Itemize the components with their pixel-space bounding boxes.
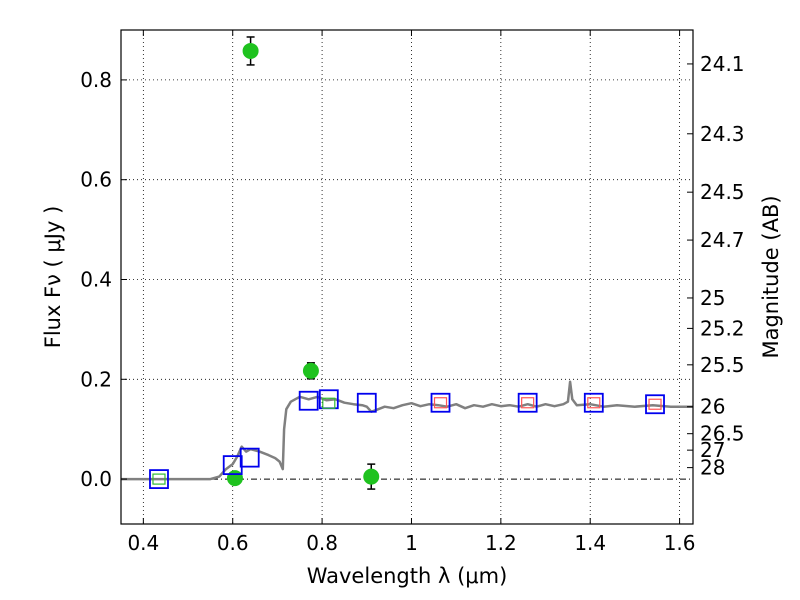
model-point — [239, 447, 260, 468]
y-tick-label: 0.6 — [80, 168, 112, 192]
y-tick-label: 0.2 — [80, 367, 112, 391]
y-tick-label: 0.8 — [80, 68, 112, 92]
observed-point — [226, 470, 243, 487]
right-tick-label: 24.5 — [700, 180, 745, 204]
x-tick-label: 0.6 — [217, 531, 249, 555]
y-tick-label: 0.4 — [80, 267, 112, 291]
right-tick-label: 25.5 — [700, 353, 745, 377]
right-tick-label: 24.7 — [700, 228, 745, 252]
model-point — [517, 392, 538, 413]
ticks: 0.4 0.6 0.8 1 1.2 1.4 1.6 0.0 0.2 0.4 0.6 0.8 24.1 24… — [80, 30, 745, 555]
model-point — [356, 392, 377, 413]
x-tick-label: 0.4 — [127, 531, 159, 555]
y-tick-label: 0.0 — [80, 467, 112, 491]
inner-marker — [587, 397, 601, 409]
right-tick-label: 24.1 — [700, 52, 745, 76]
model-point — [298, 390, 319, 411]
inner-marker — [521, 397, 535, 409]
right-tick-label: 26.5 — [700, 422, 745, 446]
inner-marker — [322, 397, 336, 409]
x-tick-label: 0.8 — [306, 531, 338, 555]
inner-marker — [433, 397, 448, 409]
right-tick-label: 27 — [700, 438, 725, 462]
plot-area — [121, 30, 693, 524]
right-tick-label: 26 — [700, 395, 725, 419]
right-tick-label: 25.2 — [700, 316, 745, 340]
inner-marker — [648, 398, 662, 410]
observed-point — [242, 42, 259, 59]
x-tick-label: 1.4 — [574, 531, 606, 555]
right-tick-label: 25 — [700, 286, 725, 310]
y-axis-title: Flux Fν ( μJy ) — [41, 206, 65, 349]
model-point — [430, 392, 451, 413]
x-axis-title: Wavelength λ (μm) — [307, 564, 508, 588]
x-tick-label: 1.2 — [485, 531, 517, 555]
model-point — [645, 394, 665, 415]
observed-point — [302, 362, 319, 379]
grid — [121, 30, 693, 524]
model-point — [583, 392, 604, 413]
spectrum-line — [121, 380, 693, 481]
series-layer — [121, 36, 693, 490]
model-point — [222, 455, 243, 476]
x-tick-label: 1.6 — [664, 531, 696, 555]
right-axis-title: Magnitude (AB) — [759, 195, 783, 358]
plot-frame — [120, 29, 694, 525]
right-tick-label: 28 — [700, 456, 725, 480]
inner-marker — [152, 473, 166, 485]
x-tick-label: 1 — [405, 531, 418, 555]
observed-point — [363, 468, 380, 485]
model-point — [149, 469, 169, 489]
right-tick-label: 24.3 — [700, 122, 745, 146]
